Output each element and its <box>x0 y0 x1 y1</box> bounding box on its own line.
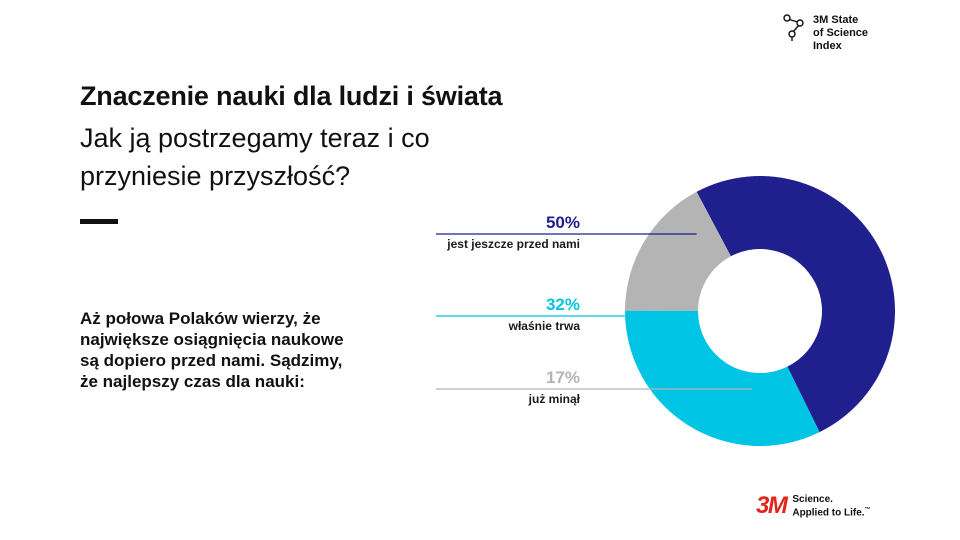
3m-logo: 3M <box>756 492 788 520</box>
tagline-line2: Applied to Life.™ <box>792 505 870 518</box>
brand-index-line3: Index <box>813 40 842 52</box>
slice-percent-1: 50% <box>546 213 580 232</box>
donut-slice-1 <box>696 175 896 433</box>
page-subtitle: Jak ją postrzegamy teraz i co przyniesie… <box>80 123 430 191</box>
slice-label-2: właśnie trwa <box>508 319 581 333</box>
slice-percent-3: 17% <box>546 368 580 387</box>
slice-label-3: już minął <box>528 392 581 406</box>
donut-slice-2 <box>625 310 820 446</box>
slice-label-1: jest jeszcze przed nami <box>446 237 580 251</box>
donut-slice-3 <box>625 191 731 311</box>
trademark-mark: ™ <box>864 507 871 513</box>
footer-tagline: Science. Applied to Life.™ <box>792 494 870 518</box>
brand-index-line1: 3M State <box>813 14 859 26</box>
brand-index-text: 3M State of Science Index <box>813 14 885 53</box>
footer-brand: 3M Science. Applied to Life.™ <box>756 492 871 520</box>
tagline-line1: Science. <box>792 494 833 505</box>
body-paragraph: Aż połowa Polaków wierzy, że największe … <box>80 309 344 391</box>
molecule-icon <box>783 14 804 41</box>
brand-index-header: 3M State of Science Index <box>783 14 885 53</box>
slice-percent-2: 32% <box>546 295 580 314</box>
brand-index-line2: of Science <box>813 27 869 39</box>
page-title: Znaczenie nauki dla ludzi i świata <box>80 81 503 111</box>
tagline-line2-text: Applied to Life. <box>792 507 865 519</box>
title-divider <box>80 219 118 224</box>
